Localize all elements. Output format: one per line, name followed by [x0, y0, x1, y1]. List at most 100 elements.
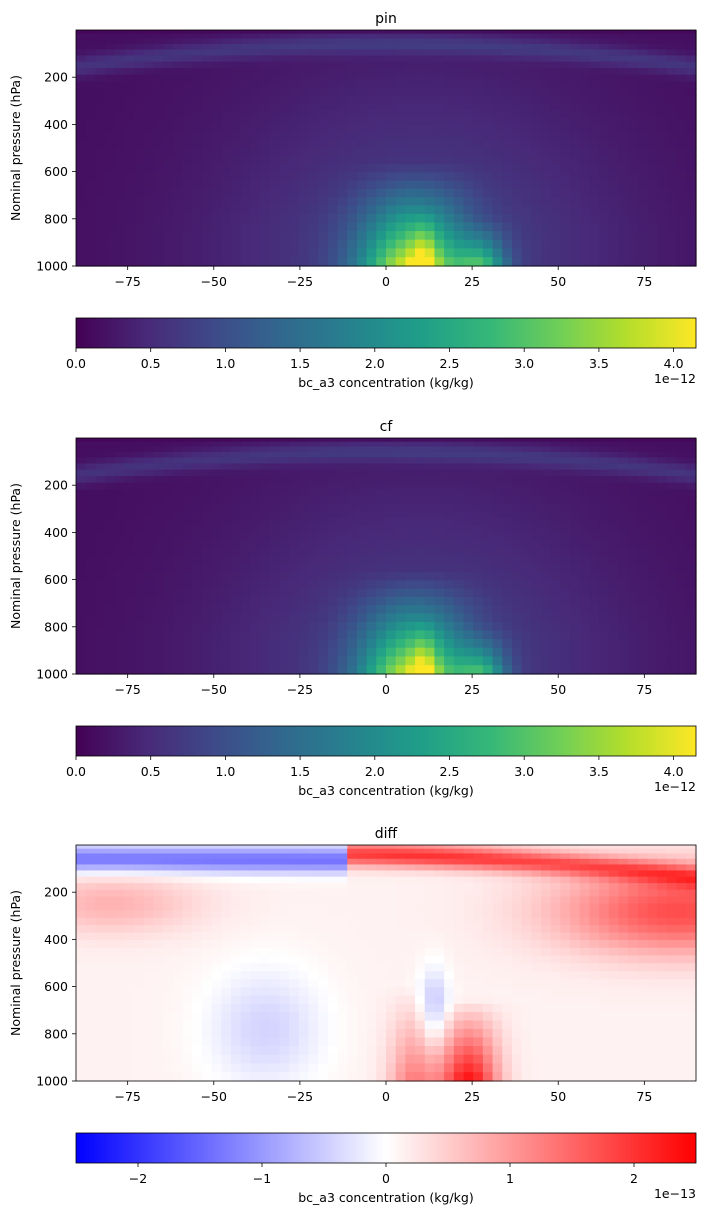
heatmap-cell	[482, 564, 494, 573]
heatmap-cell	[308, 503, 319, 512]
heatmap-cell	[570, 74, 581, 83]
heatmap-cell	[250, 864, 261, 872]
heatmap-cell	[444, 518, 455, 527]
heatmap-cell	[599, 222, 610, 232]
heatmap-cell	[676, 533, 687, 542]
heatmap-cell	[95, 987, 106, 997]
heatmap-cell	[105, 858, 116, 866]
heatmap-cell	[134, 656, 145, 666]
heatmap-cell	[657, 496, 668, 505]
heatmap-cell	[386, 61, 397, 69]
heatmap-cell	[279, 1003, 290, 1013]
heatmap-cell	[298, 864, 310, 872]
heatmap-cell	[444, 213, 455, 224]
heatmap-cell	[163, 533, 174, 542]
heatmap-cell	[473, 451, 484, 459]
heatmap-cell	[424, 172, 436, 182]
heatmap-cell	[657, 518, 668, 527]
heatmap-cell	[95, 876, 106, 884]
heatmap-cell	[531, 533, 542, 542]
heatmap-cell	[172, 446, 184, 453]
heatmap-cell	[676, 102, 687, 111]
heatmap-cell	[347, 164, 358, 173]
heatmap-cell	[550, 38, 561, 45]
heatmap-cell	[260, 848, 271, 855]
heatmap-cell	[386, 95, 397, 104]
heatmap-cell	[666, 132, 678, 142]
heatmap-cell	[153, 197, 164, 207]
heatmap-cell	[337, 525, 348, 534]
heatmap-cell	[444, 231, 455, 241]
heatmap-cell	[376, 74, 387, 83]
heatmap-cell	[269, 925, 281, 934]
heatmap-cell	[628, 248, 639, 258]
heatmap-cell	[172, 876, 184, 884]
heatmap-cell	[521, 572, 532, 581]
heatmap-cell	[599, 156, 610, 165]
heatmap-cell	[541, 156, 552, 165]
heatmap-cell	[318, 33, 329, 40]
y-axis-label: Nominal pressure (hPa)	[8, 75, 23, 221]
heatmap-cell	[579, 548, 591, 557]
heatmap-cell	[637, 148, 649, 157]
heatmap-cell	[444, 132, 455, 142]
heatmap-cell	[124, 572, 135, 581]
heatmap-cell	[95, 588, 106, 598]
heatmap-cell	[502, 489, 513, 498]
heatmap-cell	[269, 257, 281, 267]
heatmap-cell	[308, 239, 319, 250]
heatmap-cell	[211, 74, 222, 83]
heatmap-cell	[541, 438, 552, 443]
heatmap-cell	[318, 451, 329, 459]
heatmap-cell	[143, 848, 155, 855]
heatmap-cell	[453, 605, 465, 615]
heatmap-cell	[308, 231, 319, 241]
heatmap-cell	[308, 647, 319, 658]
heatmap-cell	[143, 95, 155, 104]
heatmap-cell	[356, 572, 368, 581]
heatmap-cell	[444, 588, 455, 598]
heatmap-cell	[163, 1063, 174, 1073]
heatmap-cell	[628, 441, 639, 448]
heatmap-cell	[579, 656, 591, 666]
heatmap-cell	[153, 647, 164, 658]
heatmap-cell	[366, 49, 377, 57]
heatmap-cell	[124, 848, 135, 855]
heatmap-cell	[589, 88, 600, 97]
heatmap-cell	[143, 1020, 155, 1030]
heatmap-cell	[502, 533, 513, 542]
heatmap-cell	[192, 588, 203, 598]
heatmap-cell	[85, 441, 96, 448]
heatmap-cell	[289, 896, 300, 905]
heatmap-cell	[95, 213, 106, 224]
heatmap-cell	[124, 239, 135, 250]
heatmap-cell	[143, 457, 155, 465]
heatmap-cell	[637, 596, 649, 606]
heatmap-cell	[231, 917, 242, 926]
heatmap-cell	[366, 647, 377, 658]
heatmap-cell	[153, 613, 164, 623]
heatmap-cell	[260, 503, 271, 512]
heatmap-cell	[163, 172, 174, 182]
heatmap-cell	[453, 630, 465, 640]
heatmap-cell	[269, 580, 281, 590]
heatmap-cell	[153, 1072, 164, 1082]
heatmap-cell	[686, 222, 697, 232]
heatmap-cell	[463, 451, 474, 459]
heatmap-cell	[240, 995, 251, 1005]
heatmap-cell	[163, 55, 174, 63]
heatmap-cell	[308, 489, 319, 498]
heatmap-cell	[289, 239, 300, 250]
heatmap-cell	[114, 963, 126, 972]
heatmap-cell	[250, 518, 261, 527]
heatmap-cell	[172, 257, 184, 267]
heatmap-cell	[686, 188, 697, 198]
panel-pin: pin−75 −50 −25 0 25 50 752004006008001000Nomin…	[8, 11, 697, 390]
heatmap-cell	[599, 49, 610, 57]
heatmap-cell	[260, 864, 271, 872]
heatmap-cell	[453, 140, 465, 149]
heatmap-cell	[95, 556, 106, 565]
heatmap-cell	[143, 963, 155, 972]
heatmap-cell	[250, 1028, 261, 1039]
heatmap-cell	[260, 580, 271, 590]
